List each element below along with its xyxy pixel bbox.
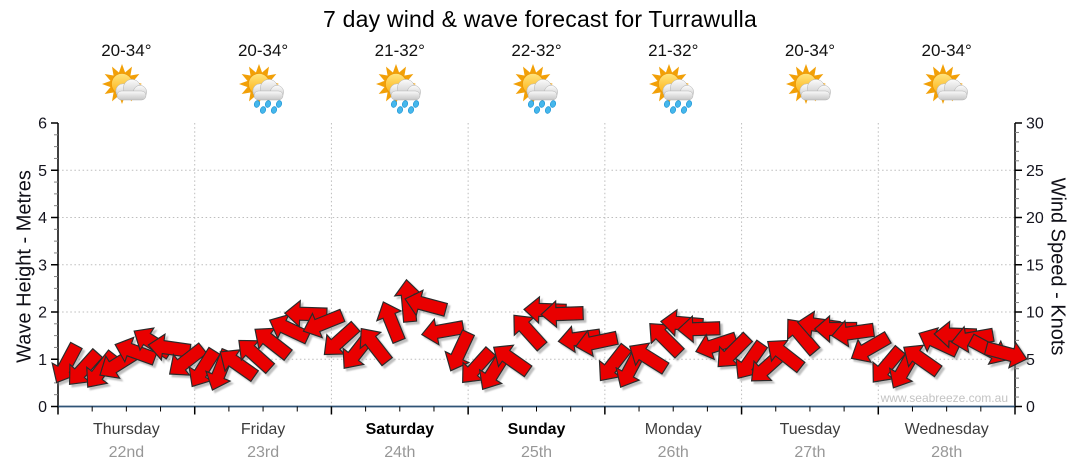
wind-arrow [323, 320, 361, 356]
day-date-row: 22nd 23rd 24th 25th 26th 27th 28th [58, 444, 1015, 462]
wind-arrow [404, 289, 449, 317]
wind-arrow [375, 301, 406, 345]
wind-arrow [574, 329, 619, 358]
day-date: 24th [384, 444, 416, 461]
right-tick-label: 0 [1026, 399, 1035, 416]
wind-arrow [850, 330, 892, 363]
wind-arrow [767, 339, 806, 374]
wind-arrow [492, 344, 533, 378]
right-tick-label: 25 [1026, 163, 1044, 180]
watermark: www.seabreeze.com.au [880, 391, 1008, 405]
day-name: Thursday [93, 421, 160, 438]
left-tick-label: 5 [38, 163, 47, 180]
day-name: Sunday [507, 421, 566, 438]
wind-arrow [68, 347, 104, 385]
temp-range: 20-34° [237, 41, 289, 60]
wind-arrow [168, 342, 208, 376]
wind-arrow [513, 314, 548, 352]
wind-arrow [983, 341, 1028, 369]
wind-arrow [786, 318, 821, 357]
day-name: Saturday [365, 421, 435, 438]
left-tick-label: 1 [38, 352, 47, 369]
day-name: Friday [240, 421, 286, 438]
wind-arrow [359, 327, 394, 367]
day-name-row: Thursday Friday Saturday Sunday Monday T… [58, 421, 1015, 439]
wind-arrow [420, 317, 466, 346]
wind-arrow [676, 314, 721, 344]
wind-arrow [872, 344, 907, 383]
wind-arrow [114, 336, 158, 366]
day-name: Monday [644, 421, 702, 438]
wind-arrow [238, 339, 276, 375]
right-tick-label: 15 [1026, 257, 1044, 274]
wind-arrow [462, 345, 497, 384]
right-tick-label: 10 [1026, 305, 1044, 322]
page-title: 7 day wind & wave forecast for Turrawull… [323, 6, 757, 32]
left-tick-label: 0 [38, 399, 47, 416]
right-tick-label: 5 [1026, 352, 1035, 369]
wind-arrow [557, 325, 602, 354]
day-date: 27th [794, 444, 826, 461]
left-tick-label: 6 [38, 116, 47, 133]
day-date: 26th [657, 444, 689, 461]
wind-arrow [649, 323, 685, 359]
right-tick-label: 20 [1026, 210, 1044, 227]
wind-arrow [598, 342, 633, 382]
day-date: 28th [931, 444, 963, 461]
temp-range: 21-32° [648, 41, 699, 60]
temp-range: 20-34° [921, 41, 972, 60]
wind-arrow [147, 332, 192, 362]
day-date: 23rd [247, 444, 280, 461]
temperature-row: 20-34° 20-34° 21-32° 22-32° 21-32° 20-34… [58, 41, 1015, 61]
wind-arrow [629, 342, 670, 375]
left-tick-label: 2 [38, 305, 47, 322]
wind-arrow [219, 349, 260, 383]
wind-arrow [830, 319, 876, 348]
day-date: 22nd [108, 444, 145, 461]
temp-range: 20-34° [784, 41, 836, 60]
wind-arrow [302, 308, 346, 339]
left-tick-label: 3 [38, 257, 47, 274]
temp-range: 21-32° [374, 41, 425, 60]
wind-arrow [717, 331, 754, 368]
day-name: Tuesday [779, 421, 841, 438]
left-tick-label: 4 [38, 210, 47, 227]
right-tick-label: 30 [1026, 116, 1044, 133]
wind-arrow [695, 331, 739, 361]
wind-arrow [188, 346, 221, 388]
temp-range: 22-32° [511, 41, 562, 60]
day-name: Wednesday [904, 421, 989, 438]
wind-arrow [903, 344, 943, 378]
day-date: 25th [520, 444, 553, 461]
wind-arrow [444, 329, 476, 372]
temp-range: 20-34° [101, 41, 152, 60]
wind-arrow [254, 327, 293, 362]
wind-arrow [540, 299, 584, 329]
